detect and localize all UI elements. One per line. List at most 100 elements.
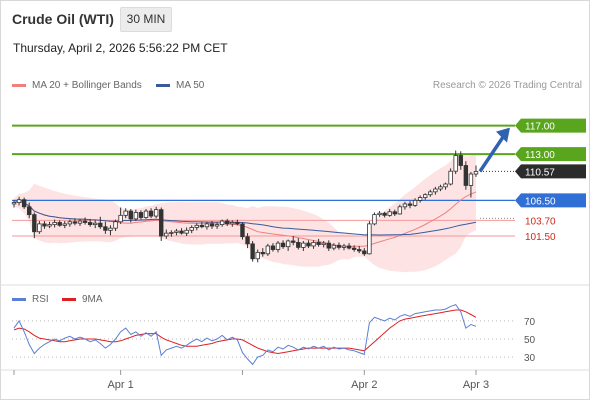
- candle-body: [179, 230, 184, 234]
- candle-body: [87, 222, 93, 226]
- candle-body: [123, 210, 128, 216]
- candle-body: [72, 221, 78, 224]
- candle-body: [468, 173, 474, 186]
- candle-body: [98, 222, 103, 228]
- candle-body: [250, 243, 255, 260]
- candle-body: [174, 230, 179, 233]
- x-tick-label: Apr 1: [107, 379, 133, 391]
- candle-body: [230, 222, 235, 225]
- level-label-103.70: 103.70: [525, 216, 556, 227]
- candle-body: [255, 251, 260, 260]
- candle-body: [133, 212, 139, 220]
- candle-body: [367, 223, 372, 255]
- candle-body: [397, 206, 403, 215]
- candle-body: [194, 224, 199, 228]
- candle-body: [417, 197, 423, 201]
- candle-body: [387, 211, 392, 216]
- candle-body: [463, 165, 469, 186]
- candle-body: [164, 232, 169, 237]
- level-label-101.50: 101.50: [525, 232, 556, 243]
- target-arrow-shaft: [478, 134, 506, 173]
- candle-body: [311, 242, 316, 247]
- candle-body: [108, 227, 113, 231]
- candle-body: [148, 210, 154, 217]
- ma50-swatch: [156, 84, 170, 87]
- ma50-line: [13, 200, 477, 236]
- candle-body: [377, 212, 382, 216]
- candle-body: [169, 232, 174, 234]
- candle-body: [275, 242, 281, 250]
- candle-body: [260, 251, 265, 255]
- candle-body: [285, 240, 291, 248]
- candle-body: [438, 186, 443, 190]
- candle-body: [245, 236, 250, 245]
- candle-body: [21, 199, 27, 208]
- candle-body: [346, 245, 352, 249]
- candle-body: [382, 212, 387, 216]
- candle-body: [402, 203, 408, 208]
- candle-body: [296, 242, 301, 248]
- ma50-label: MA 50: [176, 80, 205, 91]
- candle-body: [473, 171, 479, 175]
- bollinger-band-area: [14, 152, 476, 273]
- timeframe-badge[interactable]: 30 MIN: [120, 7, 172, 32]
- legend-ma20: MA 20 + Bollinger Bands: [12, 80, 142, 91]
- candle-body: [331, 244, 337, 249]
- ma9-swatch: [62, 298, 76, 301]
- candle-body: [32, 214, 37, 233]
- candle-body: [341, 245, 347, 248]
- candle-body: [225, 220, 230, 225]
- candle-body: [316, 242, 321, 245]
- candle-body: [392, 211, 397, 215]
- candle-body: [52, 222, 57, 226]
- candle-body: [362, 250, 367, 255]
- candle-body: [16, 199, 22, 203]
- candle-body: [433, 188, 438, 193]
- candle-body: [357, 249, 362, 252]
- candle-body: [265, 245, 271, 255]
- candle-body: [143, 210, 149, 218]
- rsi-swatch: [12, 298, 26, 301]
- candle-body: [458, 155, 463, 166]
- rsi-level-label: 30: [524, 353, 536, 364]
- x-tick-label: Apr 3: [463, 379, 489, 391]
- candle-body: [184, 229, 189, 234]
- candle-body: [301, 242, 306, 248]
- candle-body: [67, 221, 73, 225]
- candle-body: [240, 223, 245, 238]
- candle-body: [118, 214, 123, 223]
- candle-body: [270, 245, 276, 250]
- level-label-106.50: 106.50: [525, 196, 556, 207]
- legend-ma50: MA 50: [156, 80, 204, 91]
- candle-body: [47, 224, 52, 227]
- current-price-label: 110.57: [525, 167, 555, 178]
- candle-body: [153, 209, 159, 217]
- candle-body: [306, 242, 311, 247]
- candle-body: [138, 212, 144, 218]
- candle-body: [77, 220, 83, 224]
- candle-body: [448, 170, 453, 185]
- candle-body: [204, 223, 210, 228]
- candle-body: [235, 222, 240, 225]
- ma20-swatch: [12, 84, 26, 87]
- candle-body: [407, 203, 413, 206]
- candle-body: [326, 242, 331, 249]
- rsi-level-label: 70: [524, 317, 536, 328]
- candle-body: [82, 220, 88, 223]
- candle-body: [351, 247, 357, 250]
- candle-body: [42, 223, 47, 227]
- ma20-label: MA 20 + Bollinger Bands: [32, 80, 142, 91]
- candle-body: [62, 223, 67, 226]
- level-label-117.00: 117.00: [525, 122, 555, 133]
- timestamp: Thursday, April 2, 2026 5:56:22 PM CET: [13, 41, 228, 55]
- rsi-label: RSI: [32, 294, 49, 305]
- candle-body: [321, 242, 326, 245]
- candle-body: [199, 224, 205, 228]
- level-label-113.00: 113.00: [525, 150, 555, 161]
- candle-body: [189, 227, 194, 231]
- level-tag-113.00: [515, 147, 586, 162]
- candle-body: [37, 223, 42, 233]
- instrument-title: Crude Oil (WTI): [12, 11, 114, 27]
- candle-body: [280, 242, 286, 248]
- candle-body: [103, 226, 108, 231]
